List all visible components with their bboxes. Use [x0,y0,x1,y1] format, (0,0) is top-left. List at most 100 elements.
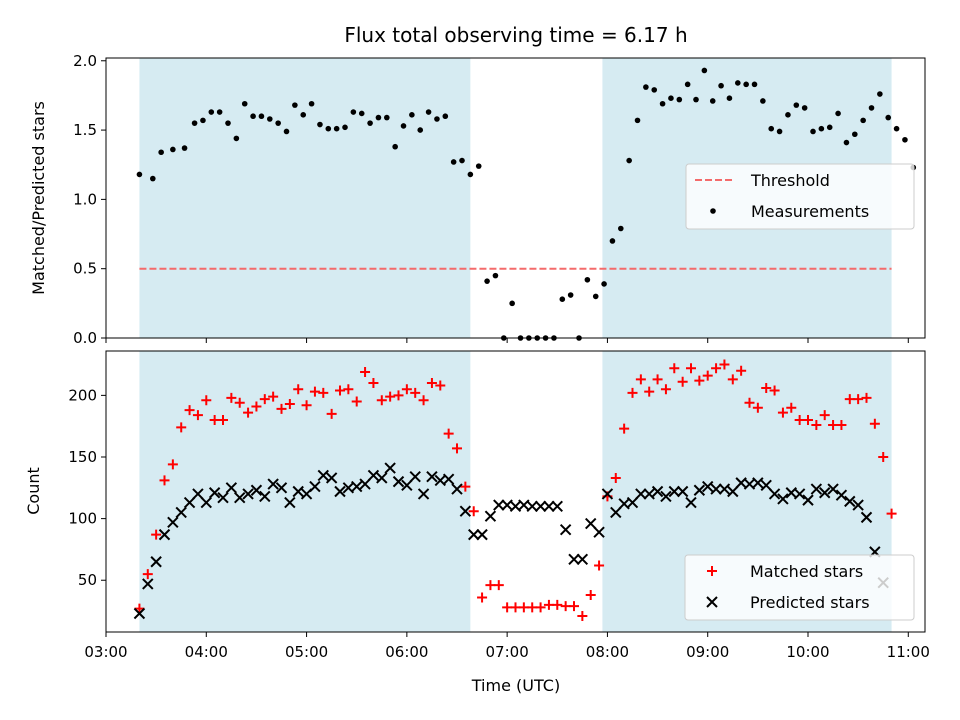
measurement-point [434,116,440,122]
predicted-star-point [593,526,605,538]
predicted-star-point [183,496,196,509]
measurement-point [835,110,841,117]
predicted-star-point [651,485,664,498]
matched-star-point [226,392,237,403]
predicted-star-point [685,496,697,509]
measurement-point [459,157,465,164]
measurement-point [342,124,348,131]
predicted-star-point [835,489,848,501]
matched-star-point [585,590,596,601]
measurement-point [292,102,298,108]
measurement-point [170,146,176,153]
matched-star-point [318,387,329,398]
predicted-star-point [585,517,597,530]
predicted-star-point [852,499,864,511]
matched-star-point [727,374,738,385]
matched-star-point [243,407,254,418]
predicted-star-point [359,478,371,490]
predicted-star-point [635,488,647,500]
matched-star-point [218,415,228,426]
measurement-point [743,81,749,88]
matched-star-point [527,602,538,613]
measurement-point [191,120,198,126]
matched-star-point [635,374,646,385]
matched-star-point [769,385,780,396]
y-tick-label: 50 [78,571,97,589]
matched-star-point [794,415,805,426]
legend-measurement-swatch [710,208,716,214]
predicted-star-point [468,528,480,541]
matched-star-point [343,384,354,395]
legend-label: Threshold [750,171,830,190]
axes-frame [105,350,926,633]
matched-star-point [627,387,638,398]
predicted-star-point [192,488,204,500]
predicted-star-point [200,496,212,509]
predicted-star-point [367,469,380,482]
measurement-point [693,96,699,103]
predicted-star-point [417,488,430,500]
chart-title: Flux total observing time = 6.17 h [344,23,687,47]
measurement-point [509,300,515,307]
matched-star-point [477,592,488,603]
predicted-star-point [133,607,146,620]
matched-star-point [736,365,747,376]
matched-star-point [301,400,312,411]
measurement-point [216,109,223,115]
matched-star-point [686,363,696,374]
x-tick-label: 07:00 [486,643,529,661]
predicted-star-point [559,523,572,536]
matched-star-point [869,418,880,429]
predicted-star-point [309,480,321,493]
predicted-star-point [451,483,463,495]
matched-star-point [886,508,897,519]
matched-star-point [418,395,429,406]
measurement-point [275,120,281,126]
matched-star-point [543,599,554,610]
measurement-point [651,87,658,93]
measurement-point [592,293,599,300]
measurement-point [676,96,683,103]
matched-star-point [284,398,295,409]
matched-star-point [443,428,454,439]
matched-star-point [594,560,605,571]
matched-star-point [410,387,421,398]
matched-star-point [577,610,588,621]
predicted-star-point [676,485,689,498]
axes-frame [105,57,926,339]
top-panel: 0.0 0.5 1.0 1.5 2.0 Threshold Measurements [73,52,926,347]
predicted-star-point [668,485,680,498]
measurement-point [567,292,574,298]
measurement-point [810,128,816,135]
measurement-point [659,100,666,107]
matched-star-point [702,370,713,381]
predicted-star-point [459,505,472,517]
shaded-interval-0 [139,58,471,338]
measurement-point [181,145,188,151]
predicted-star-point [810,483,823,495]
top-y-axis-label: Matched/Predicted stars [29,101,48,295]
x-tick-label: 10:00 [786,643,829,661]
measurement-point [718,82,724,89]
measurement-point [475,163,482,169]
legend-box [684,554,915,621]
measurement-point [776,128,783,135]
predicted-star-point [819,487,831,499]
predicted-star-point [802,494,814,506]
legend-label: Matched stars [750,562,863,581]
measurement-point [384,114,390,121]
measurement-point [818,125,825,132]
matched-star-point [351,396,362,407]
predicted-star-point [234,491,246,504]
y-tick-label: 150 [68,448,97,466]
predicted-star-point [484,510,497,522]
matched-star-point [803,415,813,426]
measurement-point [826,124,833,131]
predicted-star-point [576,553,589,565]
x-tick-label: 09:00 [686,643,729,661]
predicted-star-point [601,488,614,500]
measurement-point [136,171,143,178]
measurement-point [684,81,691,88]
matched-star-point [385,391,396,402]
measurement-point [643,84,649,90]
